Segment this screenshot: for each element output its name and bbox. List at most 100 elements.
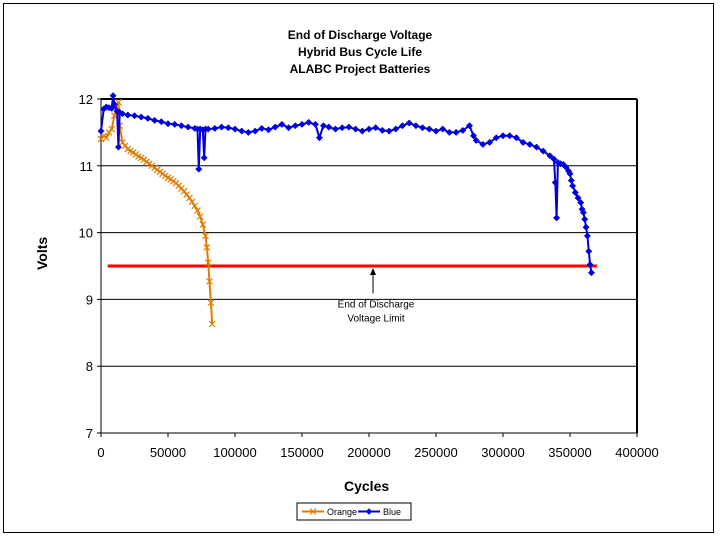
blue-data-point	[164, 120, 172, 128]
blue-data-point	[124, 111, 132, 119]
y-axis-label: Volts	[34, 236, 50, 270]
annotation-text-line: Voltage Limit	[347, 313, 404, 324]
blue-data-point	[479, 140, 487, 148]
blue-data-point	[291, 122, 299, 130]
blue-data-point	[432, 127, 440, 135]
blue-data-point	[585, 247, 593, 255]
blue-data-point	[583, 232, 591, 240]
blue-data-point	[319, 122, 327, 130]
chart-title-line-1: End of Discharge Voltage	[287, 28, 433, 42]
orange-data-point	[203, 243, 211, 251]
y-tick-label: 12	[79, 92, 93, 107]
chart-title-line-3: ALABC Project Batteries	[289, 62, 431, 76]
blue-data-point	[110, 100, 118, 108]
blue-data-point	[278, 120, 286, 128]
blue-data-point	[486, 138, 494, 146]
blue-data-point	[506, 132, 514, 140]
blue-data-point	[372, 124, 380, 132]
blue-data-point	[271, 123, 279, 131]
blue-data-point	[130, 112, 139, 120]
x-tick-label: 300000	[481, 445, 524, 460]
blue-data-point	[264, 126, 273, 134]
y-tick-label: 10	[79, 226, 93, 241]
blue-data-point	[298, 120, 306, 128]
blue-data-point	[200, 154, 208, 162]
blue-data-point	[311, 120, 319, 128]
blue-data-point	[184, 123, 192, 131]
legend-blue-label: Blue	[383, 507, 401, 517]
blue-data-point	[338, 124, 346, 132]
blue-data-point	[526, 140, 534, 148]
orange-data-point	[188, 198, 196, 206]
blue-data-point	[553, 214, 561, 222]
x-tick-label: 400000	[615, 445, 658, 460]
blue-data-point	[244, 128, 252, 136]
blue-data-point	[586, 261, 594, 269]
blue-data-point	[550, 155, 558, 163]
blue-data-point	[331, 125, 340, 133]
blue-data-point	[171, 120, 179, 128]
blue-data-point	[385, 127, 393, 135]
orange-data-point	[102, 134, 110, 142]
orange-data-point	[186, 194, 193, 202]
blue-data-point	[345, 123, 353, 131]
blue-data-point	[492, 134, 500, 142]
orange-data-point	[207, 299, 215, 307]
orange-data-point	[199, 221, 207, 229]
blue-data-point	[574, 194, 582, 202]
chart-frame	[3, 3, 714, 533]
y-tick-label: 11	[80, 159, 94, 174]
y-tick-label: 8	[86, 359, 93, 374]
blue-data-point	[392, 125, 400, 133]
blue-data-point	[204, 125, 212, 133]
blue-data-point	[439, 125, 447, 133]
x-tick-label: 100000	[213, 445, 256, 460]
blue-data-point	[445, 128, 453, 136]
blue-data-point	[358, 127, 366, 135]
blue-data-point	[546, 152, 554, 160]
x-tick-label: 350000	[548, 445, 591, 460]
blue-data-point	[567, 176, 575, 185]
blue-data-point	[405, 119, 413, 127]
blue-data-point	[224, 124, 232, 132]
blue-data-point	[512, 134, 520, 142]
legend-orange-marker	[309, 508, 317, 515]
y-tick-label: 9	[86, 292, 93, 307]
orange-data-point	[108, 125, 116, 133]
blue-data-point	[285, 124, 293, 132]
blue-data-point	[587, 269, 595, 277]
orange-data-point	[196, 213, 204, 220]
blue-data-point	[579, 209, 587, 217]
blue-data-point	[577, 198, 585, 207]
blue-data-point	[472, 136, 480, 144]
blue-data-point	[469, 132, 478, 140]
blue-data-point	[118, 110, 126, 118]
blue-data-point	[499, 132, 507, 140]
blue-data-point	[231, 125, 239, 133]
blue-data-point	[365, 125, 373, 133]
blue-data-point	[325, 123, 333, 131]
blue-data-point	[551, 178, 559, 187]
blue-data-point	[569, 182, 577, 190]
blue-data-point	[195, 165, 203, 173]
blue-data-point	[519, 138, 527, 146]
x-tick-label: 250000	[414, 445, 457, 460]
blue-data-point	[97, 127, 105, 135]
blue-data-point	[378, 126, 386, 134]
x-tick-label: 50000	[150, 445, 186, 460]
orange-data-point	[208, 320, 216, 328]
annotation-text-line: End of Discharge	[338, 299, 415, 310]
blue-data-point	[211, 124, 219, 132]
x-tick-label: 150000	[280, 445, 323, 460]
blue-data-point	[425, 125, 433, 133]
blue-data-point	[151, 116, 159, 124]
blue-data-point	[251, 127, 259, 135]
blue-data-point	[315, 134, 323, 142]
x-tick-label: 0	[97, 445, 104, 460]
blue-data-point	[581, 215, 589, 223]
blue-data-point	[582, 223, 590, 231]
blue-data-point	[144, 114, 152, 122]
x-tick-label: 200000	[347, 445, 390, 460]
x-axis-label: Cycles	[344, 478, 390, 494]
